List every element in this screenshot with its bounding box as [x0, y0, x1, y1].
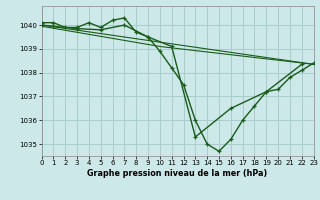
X-axis label: Graphe pression niveau de la mer (hPa): Graphe pression niveau de la mer (hPa): [87, 169, 268, 178]
